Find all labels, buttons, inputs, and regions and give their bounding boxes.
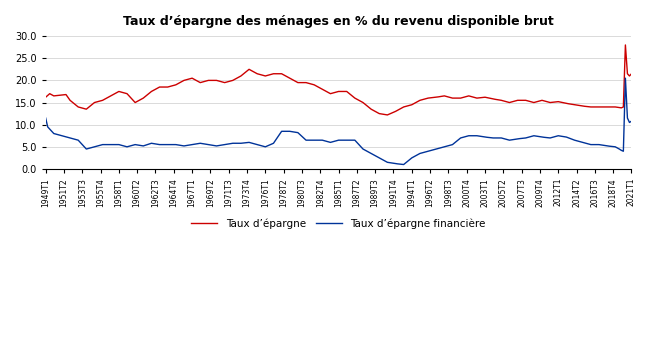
Line: Taux d’épargne: Taux d’épargne — [46, 45, 631, 115]
Taux d’épargne — [42, 95, 49, 99]
Taux d’épargne — [628, 72, 635, 76]
Taux d’épargne financière — [129, 143, 137, 147]
Taux d’épargne — [327, 92, 335, 96]
Taux d’épargne — [506, 100, 514, 105]
Taux d’épargne — [129, 98, 137, 103]
Taux d’épargne financière — [48, 129, 56, 133]
Taux d’épargne financière — [506, 138, 514, 142]
Taux d’épargne — [622, 43, 630, 47]
Taux d’épargne financière — [68, 137, 76, 141]
Taux d’épargne — [383, 113, 391, 117]
Taux d’épargne financière — [42, 116, 49, 120]
Taux d’épargne — [48, 93, 56, 97]
Taux d’épargne — [237, 74, 245, 78]
Title: Taux d’épargne des ménages en % du revenu disponible brut: Taux d’épargne des ménages en % du reven… — [123, 15, 554, 28]
Taux d’épargne financière — [622, 76, 630, 80]
Taux d’épargne — [68, 100, 76, 104]
Legend: Taux d’épargne, Taux d’épargne financière: Taux d’épargne, Taux d’épargne financièr… — [187, 214, 490, 233]
Taux d’épargne financière — [400, 162, 408, 166]
Taux d’épargne financière — [628, 119, 635, 123]
Taux d’épargne financière — [327, 140, 335, 144]
Taux d’épargne financière — [237, 141, 245, 145]
Line: Taux d’épargne financière: Taux d’épargne financière — [46, 78, 631, 164]
